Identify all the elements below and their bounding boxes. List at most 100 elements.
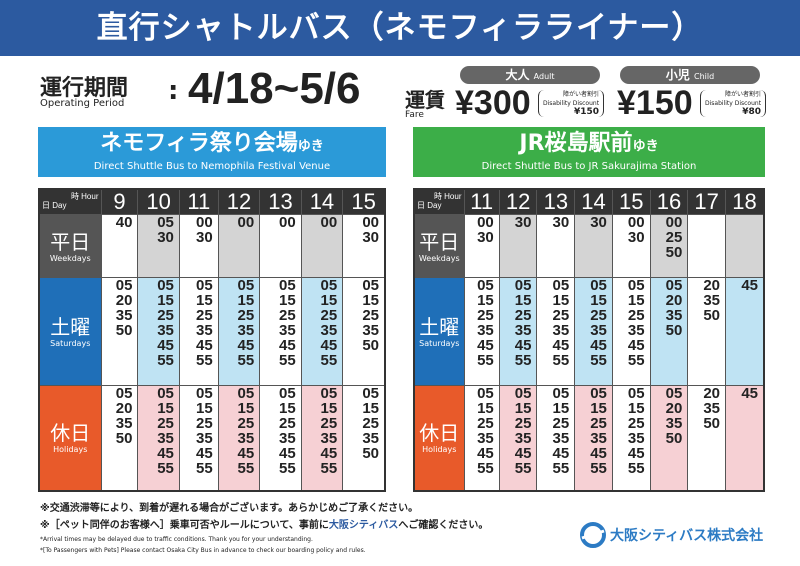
departure-minute: 50 <box>665 322 683 339</box>
departure-minute: 05 <box>665 277 683 294</box>
departure-minute: 45 <box>237 445 255 462</box>
departure-cell: 05 15 25 35 45 55 <box>259 277 302 386</box>
departure-minute: 55 <box>477 352 494 369</box>
day-label-holidays: 休日 Holidays <box>38 385 102 491</box>
departure-cell: 05 15 25 35 45 55 <box>259 385 302 491</box>
day-label-jp: 平日 <box>419 229 460 254</box>
departure-minute: 15 <box>362 400 379 417</box>
departure-minute: 20 <box>115 292 133 309</box>
departure-minute: 45 <box>627 445 645 462</box>
departure-minute: 05 <box>590 385 607 402</box>
departure-cell: 05 15 25 35 45 55 <box>178 277 219 386</box>
day-label-weekdays: 平日 Weekdays <box>38 214 102 278</box>
departure-minute: 20 <box>665 292 683 309</box>
departure-minute: 45 <box>552 445 570 462</box>
departure-minute: 25 <box>320 307 338 324</box>
departure-cell: 20 35 50 <box>687 385 726 491</box>
departure-cell: 05 15 25 35 45 55 <box>178 385 219 491</box>
day-label-jp: 休日 <box>50 421 91 446</box>
departure-minute: 20 <box>115 400 133 417</box>
note-jp-pets-b: へご確認ください。 <box>398 520 489 531</box>
day-label-jp: 土曜 <box>419 315 460 339</box>
departure-cell: 05 30 <box>137 214 180 278</box>
hour-header: 15 <box>342 188 386 215</box>
departure-minute: 00 <box>279 214 296 231</box>
row-holidays: 休日 Holidays 05 20 35 50 05 15 25 35 45 55 05 15 25 35 45… <box>38 385 386 491</box>
departure-minute: 35 <box>627 430 645 447</box>
departure-minute: 50 <box>115 430 133 447</box>
child-disc-en: Disability Discount <box>705 100 762 107</box>
departure-minute: 05 <box>196 277 213 294</box>
hour-header: 15 <box>611 188 651 215</box>
departure-cell: 05 15 25 35 45 55 <box>137 385 180 491</box>
destination-banner-sakurajima: JR桜島駅前ゆき Direct Shuttle Bus to JR Sakura… <box>413 127 765 177</box>
departure-minute: 00 <box>477 214 494 231</box>
departure-minute: 25 <box>514 307 532 324</box>
departure-cell: 05 15 25 35 45 55 <box>574 385 613 491</box>
row-weekdays: 平日 Weekdays 40 05 30 00 30 00 00 00 00 30 <box>38 214 386 278</box>
departure-minute: 35 <box>362 430 379 447</box>
departure-minute: 30 <box>362 229 379 246</box>
departure-cell: 00 <box>217 214 261 278</box>
note-jp-traffic: ※交通渋滞等により、到着が遅れる場合がございます。あらかじめご了承ください。 <box>40 503 419 514</box>
departure-minute: 35 <box>590 430 607 447</box>
hour-header: 12 <box>217 188 261 215</box>
osaka-city-bus-link[interactable]: 大阪シティバス <box>328 520 399 531</box>
adult-discount: 障がい者割引 Disability Discount ¥150 <box>538 90 605 117</box>
row-saturdays: 土曜 Saturdays 05 15 25 35 45 55 05 15 25 35 45 55 05 15 2… <box>413 277 765 386</box>
child-en: Child <box>694 72 715 81</box>
departure-cell: 00 25 50 <box>649 214 689 278</box>
departure-minute: 45 <box>627 337 645 354</box>
departure-minute: 45 <box>477 445 494 462</box>
departure-minute: 55 <box>590 460 607 477</box>
departure-cell: 05 15 25 35 45 55 <box>611 277 651 386</box>
hour-header: 16 <box>649 188 689 215</box>
dest-en: Direct Shuttle Bus to JR Sakurajima Stat… <box>481 161 697 172</box>
row-saturdays: 土曜 Saturdays 05 20 35 50 05 15 25 35 45 55 05 15 25 35 4… <box>38 277 386 386</box>
day-label-saturdays: 土曜 Saturdays <box>413 277 465 386</box>
hour-header: 11 <box>178 188 219 215</box>
departure-minute: 15 <box>477 400 494 417</box>
departure-minute: 55 <box>552 352 570 369</box>
departure-minute: 25 <box>279 415 296 432</box>
departure-minute: 05 <box>157 385 174 402</box>
hour-header: 10 <box>137 188 180 215</box>
departure-cell: 05 15 25 35 45 55 <box>137 277 180 386</box>
departure-minute: 55 <box>514 460 532 477</box>
departure-minute: 00 <box>665 214 683 231</box>
departure-minute: 50 <box>362 337 379 354</box>
departure-minute: 15 <box>552 400 570 417</box>
departure-cell: 05 15 25 35 45 55 <box>300 277 344 386</box>
departure-minute: 25 <box>627 307 645 324</box>
departure-minute: 25 <box>552 307 570 324</box>
hour-header: 11 <box>463 188 500 215</box>
day-label-en: Saturdays <box>419 339 460 348</box>
departure-minute: 15 <box>627 400 645 417</box>
departure-minute: 35 <box>703 292 720 309</box>
departure-cell: 05 15 25 35 45 55 <box>463 385 500 491</box>
departure-minute: 35 <box>237 322 255 339</box>
departure-minute: 55 <box>279 352 296 369</box>
departure-minute: 35 <box>665 307 683 324</box>
departure-minute: 15 <box>362 292 379 309</box>
dest-suffix: ゆき <box>297 139 324 154</box>
child-discount: 障がい者割引 Disability Discount ¥80 <box>700 90 767 117</box>
departure-minute: 00 <box>320 214 338 231</box>
departure-minute: 25 <box>514 415 532 432</box>
day-label-saturdays: 土曜 Saturdays <box>38 277 102 386</box>
departure-cell: 20 35 50 <box>687 277 726 386</box>
departure-minute: 05 <box>665 385 683 402</box>
departure-minute: 05 <box>514 277 532 294</box>
fare-label-jp: 運賃 <box>405 88 445 112</box>
departure-minute: 30 <box>627 229 645 246</box>
departure-minute: 45 <box>514 337 532 354</box>
departure-minute: 55 <box>627 352 645 369</box>
departure-minute: 05 <box>196 385 213 402</box>
departure-minute: 35 <box>552 322 570 339</box>
departure-minute: 50 <box>115 322 133 339</box>
departure-minute: 15 <box>590 292 607 309</box>
company-name: 大阪シティバス株式会社 <box>610 528 764 544</box>
departure-minute: 00 <box>627 214 645 231</box>
child-disc-jp: 障がい者割引 <box>725 91 762 98</box>
hour-header: 9 <box>100 188 139 215</box>
